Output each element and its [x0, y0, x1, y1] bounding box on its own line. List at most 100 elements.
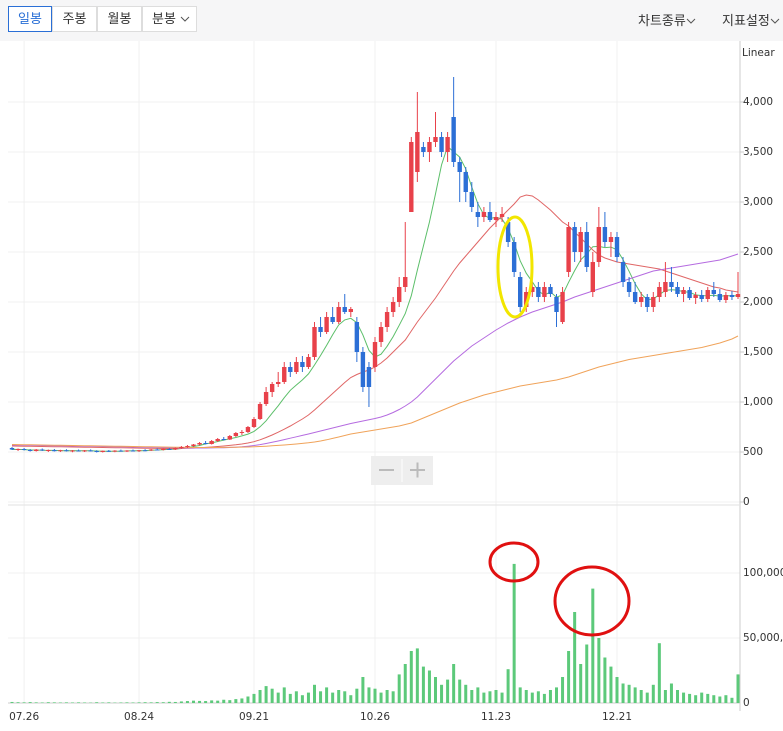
candle-body [276, 382, 281, 384]
candle-body [560, 292, 565, 322]
volume-bar [198, 700, 202, 703]
candle-body [669, 282, 674, 287]
candle-body [118, 450, 124, 452]
candle-body [233, 433, 239, 436]
candle-body [505, 222, 511, 242]
volume-bar [706, 693, 710, 703]
volume-bar [319, 691, 323, 703]
y-tick-label: 3,000 [743, 196, 773, 208]
candle-body [130, 450, 136, 452]
volume-bar [185, 701, 189, 703]
volume-bar [107, 702, 111, 703]
volume-bar [446, 679, 450, 703]
candle-body [524, 292, 529, 307]
volume-bar [482, 692, 486, 703]
candle-body [27, 450, 33, 451]
candle-body [645, 297, 650, 307]
volume-bar [494, 690, 498, 703]
volume-bar [464, 684, 468, 703]
volume-bar [16, 702, 20, 703]
menu-label: 차트종류 [638, 14, 686, 29]
candle-body [499, 214, 505, 217]
candle-body [40, 449, 45, 451]
volume-bar [440, 684, 444, 703]
volume-bar [367, 687, 371, 703]
chevron [770, 18, 780, 24]
menu[interactable]: 차트종류 [638, 10, 696, 29]
candle-body [161, 449, 166, 450]
volume-bar [155, 702, 159, 703]
volume-bar [585, 644, 589, 703]
tab[interactable]: 월봉 [97, 6, 142, 32]
y-tick-label: 0 [743, 496, 750, 508]
volume-bar [682, 692, 686, 703]
volume-bar [694, 695, 698, 703]
candle-body [227, 436, 232, 440]
candle-body [76, 450, 81, 452]
volume-bar [555, 687, 558, 703]
candle-body [554, 297, 559, 312]
moving-average [11, 335, 739, 448]
volume-bar [331, 692, 335, 703]
volume-bar [64, 702, 68, 703]
volume-bar [282, 687, 286, 703]
candle-body [705, 290, 710, 299]
candle-body [294, 362, 299, 372]
tab[interactable]: 분봉 [142, 6, 197, 32]
candle-body [58, 450, 63, 452]
candle-body [530, 287, 535, 292]
candle-body [94, 451, 99, 452]
volume-bar [639, 690, 643, 703]
candle-body [342, 307, 347, 312]
candle-body [451, 117, 456, 162]
candle-body [681, 290, 686, 294]
volume-bar [52, 702, 56, 703]
x-tick-label: 09.21 [239, 711, 269, 723]
candle-body [548, 287, 553, 294]
candle-body [475, 212, 481, 217]
volume-bar [83, 702, 87, 703]
volume-bar [300, 695, 304, 703]
volume-bar [325, 687, 329, 703]
volume-bar [119, 702, 123, 703]
volume-bar [591, 588, 595, 703]
candle-body [148, 449, 154, 451]
candle-body [112, 450, 118, 452]
volume-bar [712, 695, 716, 703]
candle-body [493, 217, 499, 220]
volume-bar [34, 702, 38, 703]
volume-bar [542, 693, 546, 703]
chart: Linear 0 500 1,000 1,500 2,000 2,500 3,000 3,50… [8, 41, 783, 723]
candle-body [457, 162, 462, 172]
candle-body [596, 227, 602, 262]
tab[interactable]: 일봉 [8, 6, 52, 32]
y-tick-label: 500 [743, 446, 763, 458]
y-tick-label: 1,500 [743, 346, 773, 358]
volume-bar [579, 664, 583, 703]
candle-body [191, 444, 196, 446]
tab[interactable]: 주봉 [52, 6, 97, 32]
volume-bar [270, 688, 274, 703]
volume-bar [252, 693, 256, 703]
candle-body [433, 137, 438, 142]
candle-body [390, 302, 396, 312]
candle-body [518, 277, 523, 307]
candle-body [354, 322, 360, 352]
candle-body [209, 441, 214, 444]
volume-bar [421, 666, 425, 703]
candle-body [536, 287, 541, 297]
volume-bar [46, 702, 50, 703]
menu[interactable]: 지표설정 [722, 10, 780, 29]
volume-bar [530, 692, 534, 703]
candle-body [263, 392, 269, 404]
candle-body [173, 448, 178, 450]
candle-body [300, 362, 305, 367]
candle-body [511, 242, 517, 272]
volume-bar [645, 692, 649, 703]
volume-bar [409, 651, 413, 703]
candle-body [155, 449, 160, 451]
candle-body [257, 404, 263, 419]
candle-body [481, 212, 487, 217]
zoom-in[interactable] [410, 462, 425, 478]
candle-body [566, 227, 571, 272]
